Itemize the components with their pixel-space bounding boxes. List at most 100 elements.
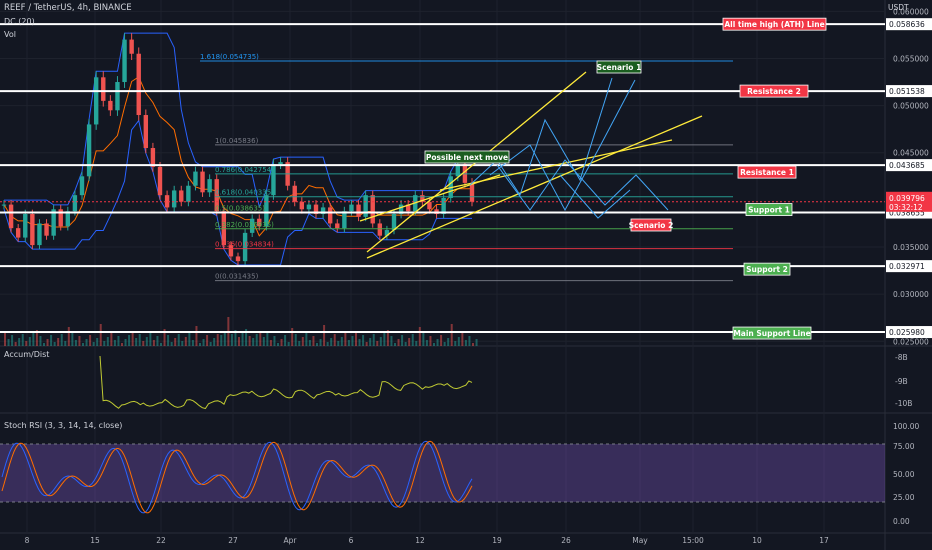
scenario2-label: Scenario 2 bbox=[629, 221, 674, 230]
candle-body bbox=[391, 214, 397, 231]
stoch-k-line bbox=[1, 440, 473, 514]
candle-body bbox=[58, 209, 63, 227]
volume-bar bbox=[433, 343, 435, 346]
volume-bar bbox=[369, 338, 372, 346]
candle-body bbox=[37, 223, 42, 246]
price-level-tag bbox=[886, 18, 932, 31]
volume-bar bbox=[284, 335, 287, 346]
volume-bar bbox=[358, 339, 361, 346]
volume-bar bbox=[404, 342, 407, 346]
volume-bar bbox=[234, 330, 237, 346]
volume-bar bbox=[447, 338, 450, 346]
candle-body bbox=[193, 171, 198, 186]
time-tick: Apr bbox=[284, 536, 298, 545]
stoch-rsi-title[interactable]: Stoch RSI (3, 3, 14, 14, close) bbox=[4, 421, 123, 430]
scenario-path bbox=[559, 174, 631, 219]
fib-level-label: 0(0.031435) bbox=[215, 273, 259, 281]
fib-level-label: 1(0.045836) bbox=[215, 137, 259, 145]
ath-label-box bbox=[722, 17, 827, 31]
candle-body bbox=[214, 179, 219, 212]
candle-body bbox=[136, 53, 141, 116]
candle-body bbox=[65, 211, 71, 227]
volume-bar bbox=[383, 333, 386, 346]
volume-bar bbox=[245, 329, 248, 346]
volume-bar bbox=[440, 335, 443, 346]
volume-bar bbox=[18, 338, 21, 346]
price-level-tag-text: 0.051538 bbox=[889, 87, 925, 96]
volume-bar bbox=[372, 334, 375, 346]
fib-level-label: 0.786(0.042754) bbox=[215, 166, 274, 174]
volume-bar bbox=[333, 334, 336, 346]
candle-body bbox=[93, 77, 99, 125]
volume-bar bbox=[475, 339, 478, 346]
time-axis[interactable]: 8 15 22 27 Apr 6 12 19 26 May 15:00 10 17 bbox=[25, 536, 829, 545]
candle-body bbox=[51, 209, 56, 236]
volume-bar bbox=[262, 337, 265, 346]
fib-level-label: 0.382(0.036935) bbox=[215, 221, 274, 229]
candle-body bbox=[200, 171, 205, 193]
scenario-path bbox=[469, 77, 613, 197]
volume-bar bbox=[71, 333, 74, 346]
scenario1-label-box bbox=[596, 60, 642, 74]
main-support-label-box bbox=[732, 326, 812, 340]
candle-body bbox=[249, 218, 255, 233]
volume-bar bbox=[103, 341, 106, 346]
price-level-tag bbox=[886, 260, 932, 273]
scenario1-label: Scenario 1 bbox=[597, 63, 642, 72]
volume-bar bbox=[238, 337, 240, 346]
volume-indicator-label[interactable]: Vol bbox=[4, 30, 16, 39]
candle-body bbox=[427, 201, 432, 210]
candle-body bbox=[349, 204, 354, 212]
price-level-tag bbox=[886, 159, 932, 172]
volume-bar bbox=[60, 334, 63, 346]
price-level-tag bbox=[886, 326, 932, 339]
current-price-text: 0.039796 bbox=[889, 194, 925, 203]
support1-label: Support 1 bbox=[748, 206, 790, 215]
trend-drawings bbox=[359, 71, 703, 259]
volume-bar bbox=[142, 341, 145, 346]
accum-dist-title[interactable]: Accum/Dist bbox=[4, 350, 50, 359]
price-level-tag-text: 0.025980 bbox=[889, 328, 925, 337]
candle-body bbox=[79, 176, 85, 196]
candle-body bbox=[384, 230, 390, 236]
rsi-tick: 0.00 bbox=[893, 517, 910, 526]
volume-bar bbox=[177, 334, 180, 346]
volume-bar bbox=[305, 333, 308, 346]
volume-bar bbox=[99, 324, 102, 346]
volume-bar bbox=[195, 326, 198, 346]
fib-level-label: 0.618(0.040335) bbox=[215, 189, 274, 197]
fib-level-label: 0.236(0.034834) bbox=[215, 241, 274, 249]
volume-bar bbox=[57, 338, 60, 346]
volume-bar bbox=[266, 333, 269, 346]
donchian-indicator-label[interactable]: DC (20) bbox=[4, 17, 35, 26]
price-axis[interactable]: 0.058636 0.051538 0.043685 0.038655 0.032971… bbox=[886, 7, 932, 346]
volume-bar bbox=[163, 329, 166, 346]
volume-bar bbox=[319, 339, 322, 346]
volume-bar bbox=[152, 340, 155, 346]
volume-bar bbox=[390, 336, 393, 346]
volume-bar bbox=[53, 342, 56, 346]
time-tick: 10 bbox=[752, 536, 762, 545]
candle-body bbox=[86, 124, 92, 177]
volume-bar bbox=[199, 343, 201, 346]
accum-tick: -8B bbox=[895, 353, 908, 362]
volume-bar bbox=[128, 335, 131, 346]
volume-bar bbox=[46, 339, 49, 346]
volume-bar bbox=[184, 337, 187, 346]
volume-bar bbox=[394, 343, 396, 346]
countdown-text: 03:32:12 bbox=[889, 203, 923, 212]
candle-body bbox=[129, 39, 134, 54]
stoch-d-line bbox=[1, 440, 473, 514]
chart-title: REEF / TetherUS, 4h, BINANCE bbox=[4, 3, 132, 13]
volume-bar bbox=[450, 324, 453, 346]
trendline-lower bbox=[366, 115, 703, 259]
candle-body bbox=[271, 164, 276, 196]
price-tick: 0.060000 bbox=[893, 7, 929, 16]
candle-body bbox=[257, 218, 262, 227]
volume-bar bbox=[344, 333, 347, 346]
volume-bar bbox=[121, 343, 123, 346]
ath-label: All time high (ATH) Line bbox=[724, 20, 824, 29]
candle-body bbox=[1, 204, 7, 206]
candle-body bbox=[150, 148, 156, 167]
